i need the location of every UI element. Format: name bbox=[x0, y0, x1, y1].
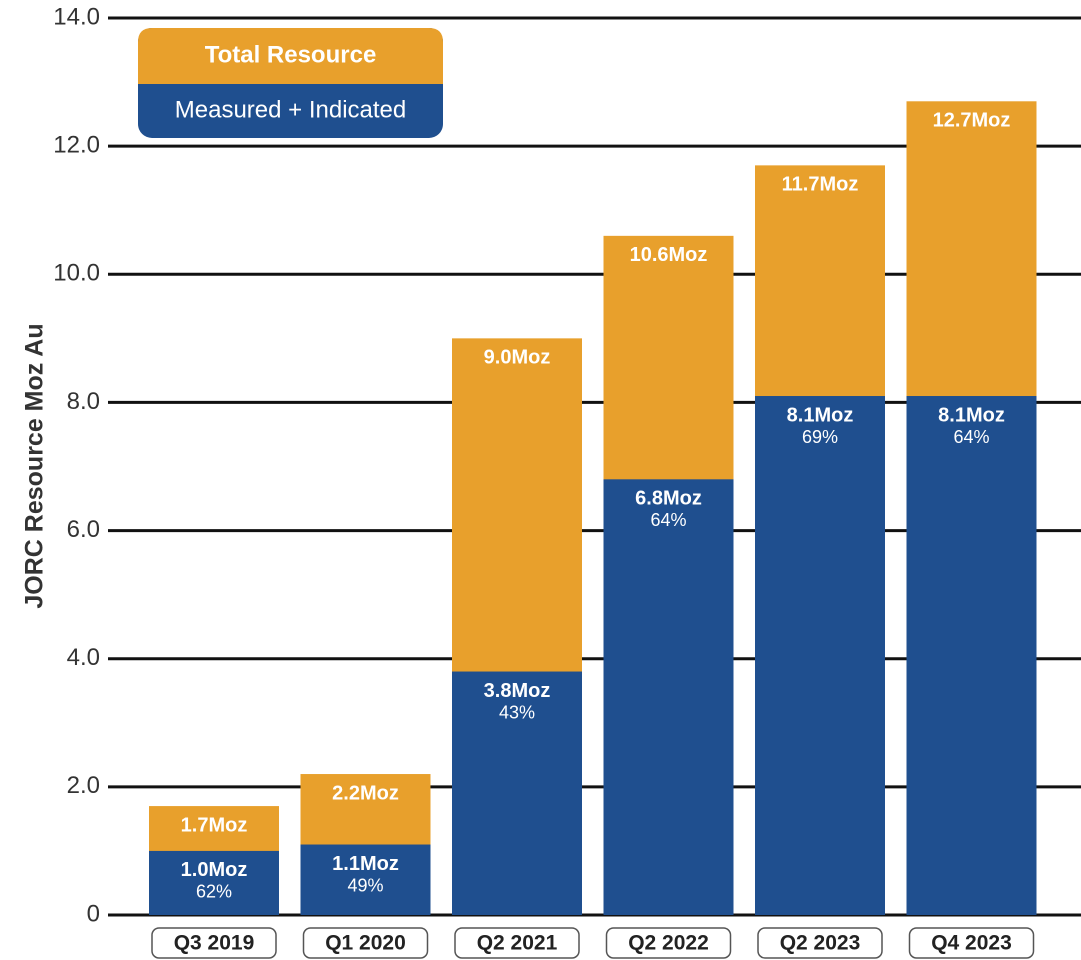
value-label: 12.7Moz bbox=[933, 110, 1011, 132]
category-box bbox=[757, 927, 883, 959]
value-label: 2.2Moz bbox=[332, 782, 399, 804]
x-tick-label: Q2 2023 bbox=[780, 932, 861, 955]
legend-label: Measured + Indicated bbox=[175, 96, 406, 123]
value-label: 1.0Moz bbox=[181, 859, 248, 881]
value-label: 1.1Moz bbox=[332, 853, 399, 875]
share-label: 69% bbox=[802, 427, 838, 447]
value-label: 9.0Moz bbox=[484, 347, 551, 369]
x-tick-label: Q2 2022 bbox=[628, 932, 709, 955]
x-tick-label: Q2 2021 bbox=[477, 932, 558, 955]
legend-swatch bbox=[138, 28, 443, 84]
value-label: 8.1Moz bbox=[938, 404, 1005, 426]
category-box bbox=[151, 927, 277, 959]
y-tick-label: 2.0 bbox=[67, 772, 100, 799]
category-box bbox=[454, 927, 580, 959]
value-label: 11.7Moz bbox=[782, 174, 859, 196]
y-tick-label: 12.0 bbox=[53, 131, 100, 158]
y-axis-label: JORC Resource Moz Au bbox=[21, 323, 49, 608]
bar bbox=[906, 396, 1037, 915]
value-label: 3.8Moz bbox=[484, 680, 551, 702]
bar bbox=[603, 479, 734, 915]
y-tick-label: 6.0 bbox=[67, 516, 100, 543]
bar bbox=[452, 671, 582, 915]
share-label: 64% bbox=[953, 427, 989, 447]
bar bbox=[300, 844, 431, 915]
y-tick-label: 0 bbox=[87, 900, 100, 927]
x-tick-label: Q1 2020 bbox=[325, 932, 406, 955]
y-tick-label: 14.0 bbox=[53, 3, 100, 30]
category-box bbox=[302, 927, 429, 959]
share-label: 43% bbox=[499, 702, 535, 722]
share-label: 62% bbox=[196, 882, 232, 902]
y-tick-label: 8.0 bbox=[67, 388, 100, 415]
y-tick-label: 4.0 bbox=[67, 644, 100, 671]
value-label: 6.8Moz bbox=[635, 488, 702, 510]
bar bbox=[755, 396, 885, 915]
value-label: 1.7Moz bbox=[181, 814, 248, 836]
x-tick-label: Q3 2019 bbox=[174, 932, 255, 955]
share-label: 64% bbox=[650, 510, 686, 530]
value-label: 10.6Moz bbox=[630, 244, 708, 266]
x-tick-label: Q4 2023 bbox=[931, 932, 1012, 955]
value-label: 8.1Moz bbox=[787, 404, 854, 426]
category-box bbox=[908, 927, 1035, 959]
bar bbox=[149, 850, 279, 915]
category-box bbox=[605, 927, 732, 959]
y-tick-label: 10.0 bbox=[53, 260, 100, 287]
legend-label: Total Resource bbox=[205, 41, 377, 68]
share-label: 49% bbox=[347, 875, 383, 895]
